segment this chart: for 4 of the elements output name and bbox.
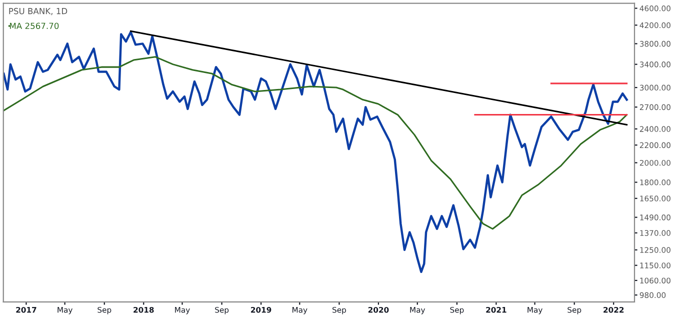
line-series (3, 56, 628, 230)
chart-title: PSU BANK, 1D (9, 8, 68, 16)
legend-label: MA 2567.70 (10, 22, 59, 30)
line-series (3, 31, 628, 274)
